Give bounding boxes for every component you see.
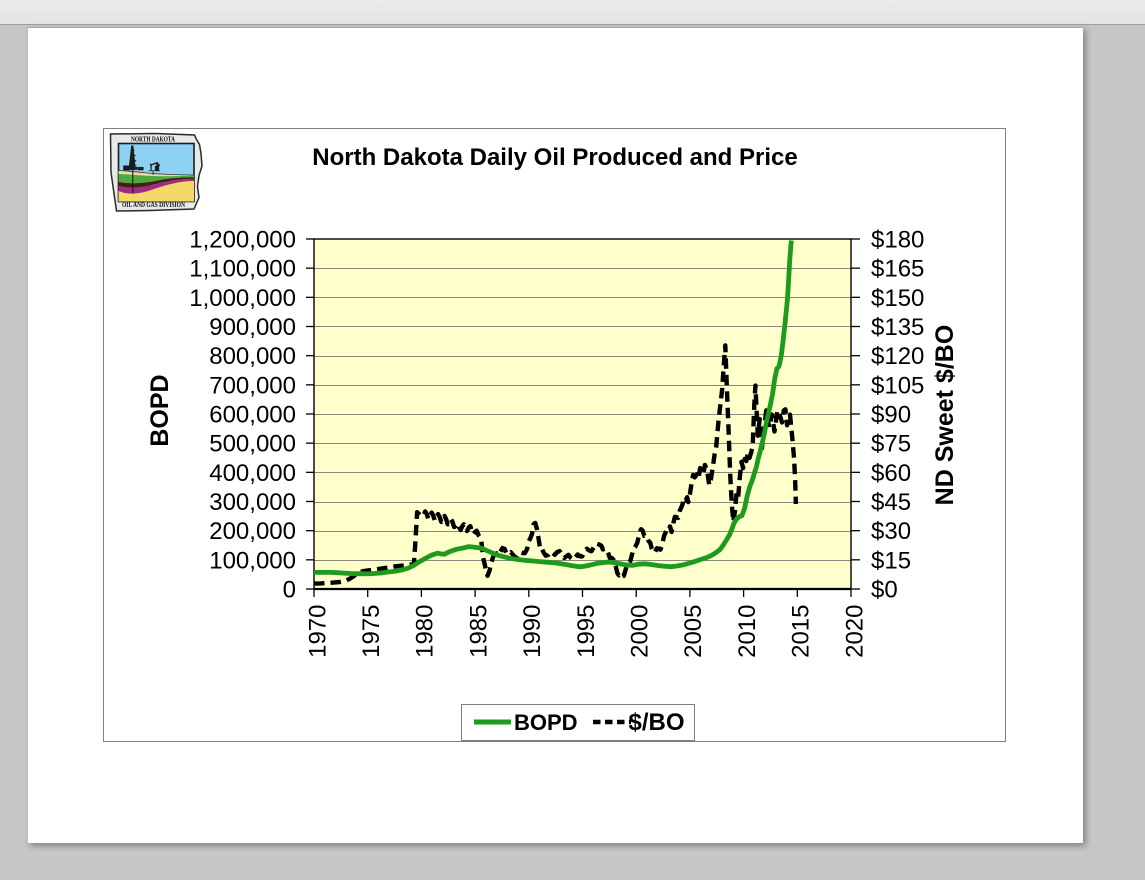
svg-text:$150: $150: [871, 285, 924, 312]
svg-text:BOPD: BOPD: [514, 710, 578, 735]
svg-text:2020: 2020: [841, 605, 868, 658]
svg-text:$/BO: $/BO: [629, 709, 685, 736]
svg-text:500,000: 500,000: [209, 431, 296, 458]
svg-text:700,000: 700,000: [209, 372, 296, 399]
svg-text:North Dakota Daily Oil Produce: North Dakota Daily Oil Produced and Pric…: [312, 144, 797, 171]
svg-text:$90: $90: [871, 402, 911, 429]
svg-text:2005: 2005: [680, 605, 707, 658]
svg-text:300,000: 300,000: [209, 489, 296, 516]
svg-text:2015: 2015: [788, 605, 815, 658]
svg-text:$45: $45: [871, 489, 911, 516]
svg-text:400,000: 400,000: [209, 460, 296, 487]
svg-text:OIL AND GAS DIVISION: OIL AND GAS DIVISION: [122, 201, 185, 209]
svg-text:1970: 1970: [304, 605, 331, 658]
svg-text:1975: 1975: [358, 605, 385, 658]
svg-text:$135: $135: [871, 314, 924, 341]
svg-text:$75: $75: [871, 431, 911, 458]
svg-text:$30: $30: [871, 518, 911, 545]
svg-text:1,200,000: 1,200,000: [189, 227, 296, 254]
svg-text:1995: 1995: [573, 605, 600, 658]
svg-text:100,000: 100,000: [209, 547, 296, 574]
svg-text:BOPD: BOPD: [146, 374, 174, 446]
svg-text:600,000: 600,000: [209, 402, 296, 429]
svg-text:$165: $165: [871, 256, 924, 283]
svg-text:0: 0: [283, 577, 296, 604]
svg-text:$180: $180: [871, 227, 924, 254]
svg-text:$105: $105: [871, 372, 924, 399]
svg-text:ND Sweet $/BO: ND Sweet $/BO: [931, 325, 959, 506]
svg-text:1980: 1980: [412, 605, 439, 658]
svg-text:2010: 2010: [734, 605, 761, 658]
svg-text:$60: $60: [871, 460, 911, 487]
svg-text:900,000: 900,000: [209, 314, 296, 341]
svg-text:$15: $15: [871, 547, 911, 574]
svg-text:NORTH DAKOTA: NORTH DAKOTA: [131, 136, 175, 144]
svg-text:$120: $120: [871, 343, 924, 370]
svg-text:1985: 1985: [465, 605, 492, 658]
svg-text:2000: 2000: [626, 605, 653, 658]
svg-text:1990: 1990: [519, 605, 546, 658]
svg-text:200,000: 200,000: [209, 518, 296, 545]
svg-text:800,000: 800,000: [209, 343, 296, 370]
svg-text:1,000,000: 1,000,000: [189, 285, 296, 312]
svg-text:$0: $0: [871, 577, 898, 604]
svg-text:1,100,000: 1,100,000: [189, 256, 296, 283]
